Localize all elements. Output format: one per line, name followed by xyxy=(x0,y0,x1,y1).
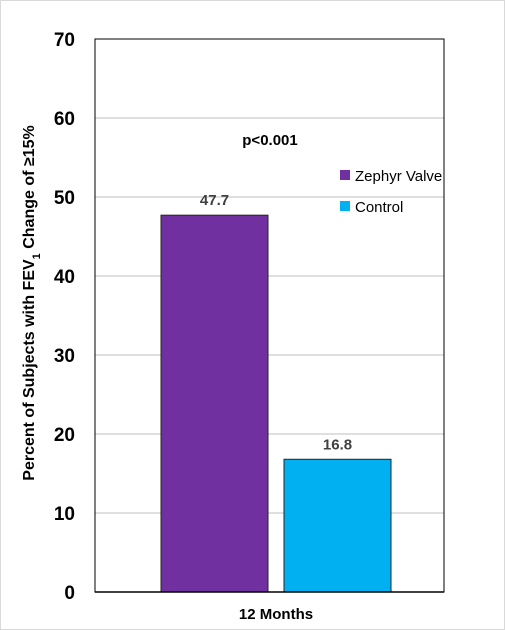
bars xyxy=(95,214,444,593)
y-tick-label: 20 xyxy=(54,425,75,446)
x-category-label: 12 Months xyxy=(239,606,313,623)
x-category-labels: 12 Months xyxy=(239,606,313,623)
bar-zephyr-valve xyxy=(160,214,269,593)
data-label: 16.8 xyxy=(323,436,352,453)
legend-label: Control xyxy=(355,199,403,216)
legend-swatch xyxy=(340,170,350,180)
y-tick-label: 60 xyxy=(54,109,75,130)
y-tick-label: 70 xyxy=(54,30,75,51)
legend: Zephyr Valve Control xyxy=(340,168,442,216)
y-tick-label: 0 xyxy=(64,583,75,604)
y-tick-label: 10 xyxy=(54,504,75,525)
data-label: 47.7 xyxy=(200,192,229,209)
y-tick-label: 30 xyxy=(54,346,75,367)
y-axis-title: Percent of Subjects with FEV1 Change of … xyxy=(21,125,43,480)
y-tick-label: 40 xyxy=(54,267,75,288)
legend-label: Zephyr Valve xyxy=(355,168,442,185)
legend-swatch xyxy=(340,201,350,211)
bar-control xyxy=(283,458,392,593)
y-tick-label: 50 xyxy=(54,188,75,209)
y-tick-labels: 0 10 20 30 40 50 60 70 xyxy=(54,30,75,604)
plot-area-border xyxy=(94,38,445,593)
p-value-annotation: p<0.001 xyxy=(242,132,297,149)
data-labels: 47.7 16.8 xyxy=(200,192,352,453)
